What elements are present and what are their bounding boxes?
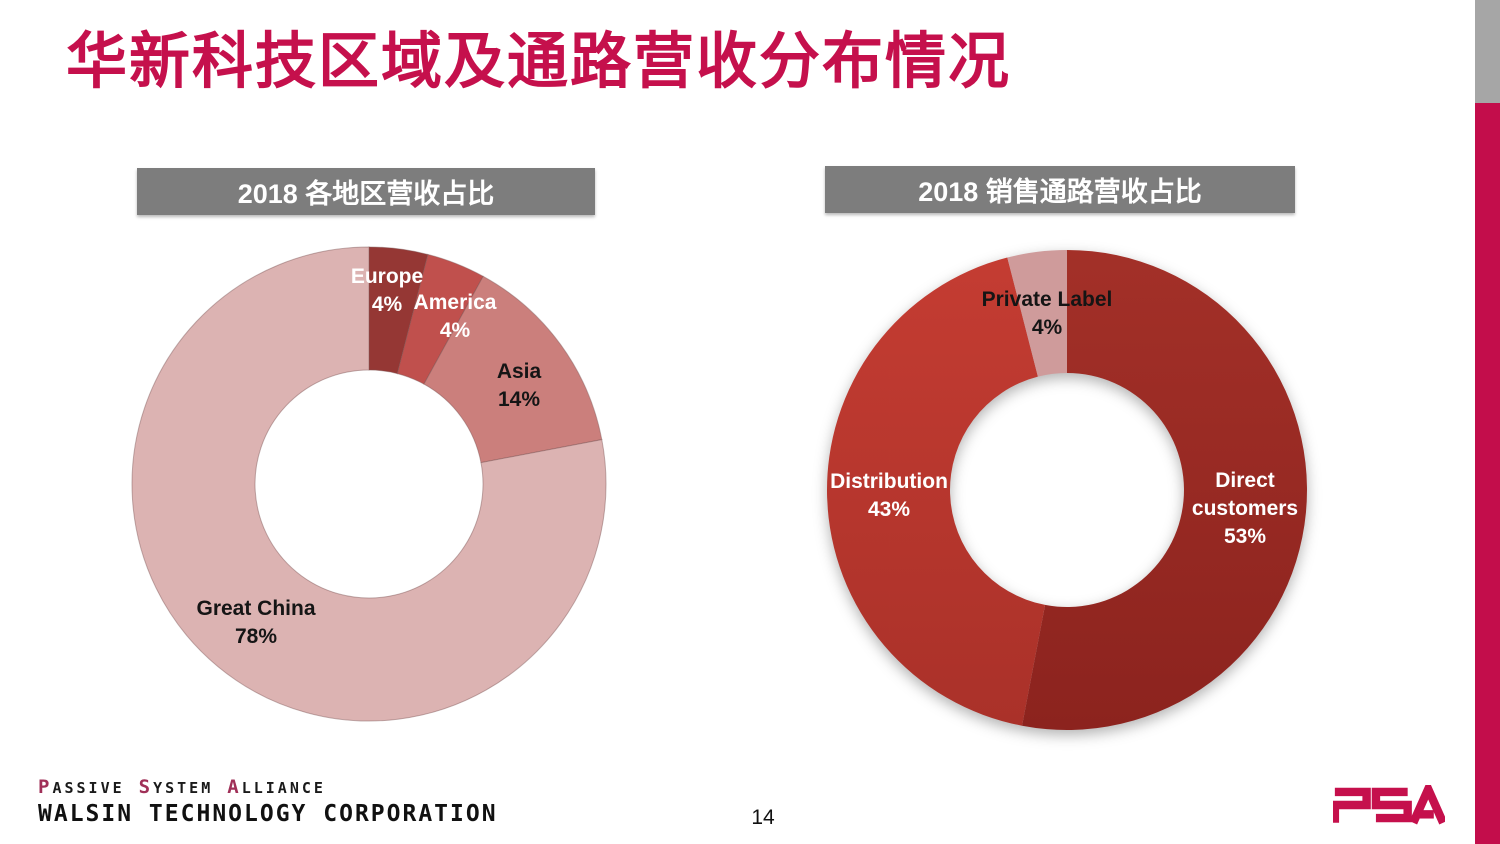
donut-segment-europe [368,246,429,375]
alliance-word: ALLIANCE [227,776,326,798]
channel-chart-header-label: 2018 销售通路营收占比 [918,177,1202,207]
donut-segment-america [396,253,484,385]
donut-segment-distribution [826,257,1046,726]
region-donut-svg [131,246,607,722]
segment-label-asia: Asia 14% [496,360,542,411]
donut-segment-private-label [1007,250,1067,377]
company-name: WALSIN TECHNOLOGY CORPORATION [38,801,498,827]
psa-logo-icon [1330,778,1447,825]
segment-label-great-china: Great China 78% [196,597,316,648]
page-number: 14 [751,806,775,829]
region-chart-header: 2018 各地区营收占比 [137,168,595,215]
accent-bar-gray [1475,0,1500,103]
channel-donut-svg [826,250,1307,730]
channel-chart-header: 2018 销售通路营收占比 [825,166,1295,213]
walsin-wordmark: PASSIVE SYSTEM ALLIANCE WALSIN TECHNOLOGY … [38,776,498,827]
segment-label-america: America 4% [413,291,497,342]
region-chart-header-label: 2018 各地区营收占比 [237,179,495,209]
region-donut-chart: Europe 4% America 4% Asia 14% Great Chin… [129,239,609,731]
alliance-word: PASSIVE [38,776,125,798]
alliance-word: SYSTEM [138,776,214,798]
segment-label-direct-customers: Direct customers 53% [1191,469,1299,548]
slide-title: 华新科技区域及通路营收分布情况 [66,27,1012,95]
psa-logo: PSA [1330,778,1447,825]
segment-label-distribution: Distribution 43% [830,470,948,521]
donut-segment-great-china [131,246,607,722]
passive-system-alliance-line: PASSIVE SYSTEM ALLIANCE [38,776,498,798]
segment-label-europe: Europe 4% [350,265,424,316]
accent-bar-red [1475,103,1500,844]
donut-segment-direct-customers [1022,250,1307,730]
channel-donut-chart: Private Label 4% Distribution 43% Direct… [825,248,1311,744]
donut-segment-asia [423,275,603,464]
segment-label-private-label: Private Label 4% [981,288,1113,339]
